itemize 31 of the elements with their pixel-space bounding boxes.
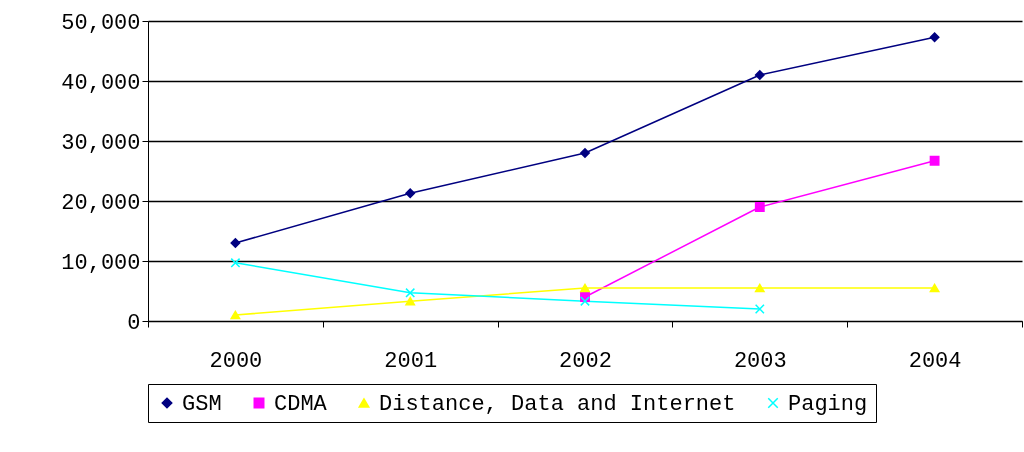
y-tick-label: 40,000 [61, 70, 141, 96]
x-tick-label: 2000 [209, 348, 263, 374]
point [230, 310, 241, 320]
legend-label: GSM [182, 392, 222, 417]
x-tick-label: 2003 [733, 348, 787, 374]
y-tick-label: 10,000 [61, 250, 141, 276]
point [580, 296, 590, 307]
legend-label: Distance, Data and Internet [379, 392, 736, 417]
point [230, 257, 241, 268]
y-tick-label: 30,000 [61, 130, 141, 156]
point [754, 304, 765, 314]
x-tick-label: 2001 [384, 348, 438, 374]
legend-label: CDMA [274, 392, 328, 417]
point [405, 287, 416, 298]
point [405, 296, 416, 306]
point [754, 70, 765, 80]
y-tick-label: 0 [127, 310, 141, 336]
y-tick-label: 50,000 [61, 10, 141, 36]
point [580, 283, 590, 293]
point [754, 283, 765, 293]
point [929, 155, 940, 166]
x-tick-label: 2002 [559, 348, 612, 374]
point [929, 32, 940, 43]
point [929, 283, 940, 293]
x-tick-label: 2004 [908, 348, 962, 374]
point [230, 238, 241, 248]
point [405, 188, 416, 199]
legend-label: Paging [788, 392, 868, 417]
y-tick-label: 20,000 [61, 190, 141, 216]
point [580, 148, 590, 158]
point [754, 202, 765, 212]
